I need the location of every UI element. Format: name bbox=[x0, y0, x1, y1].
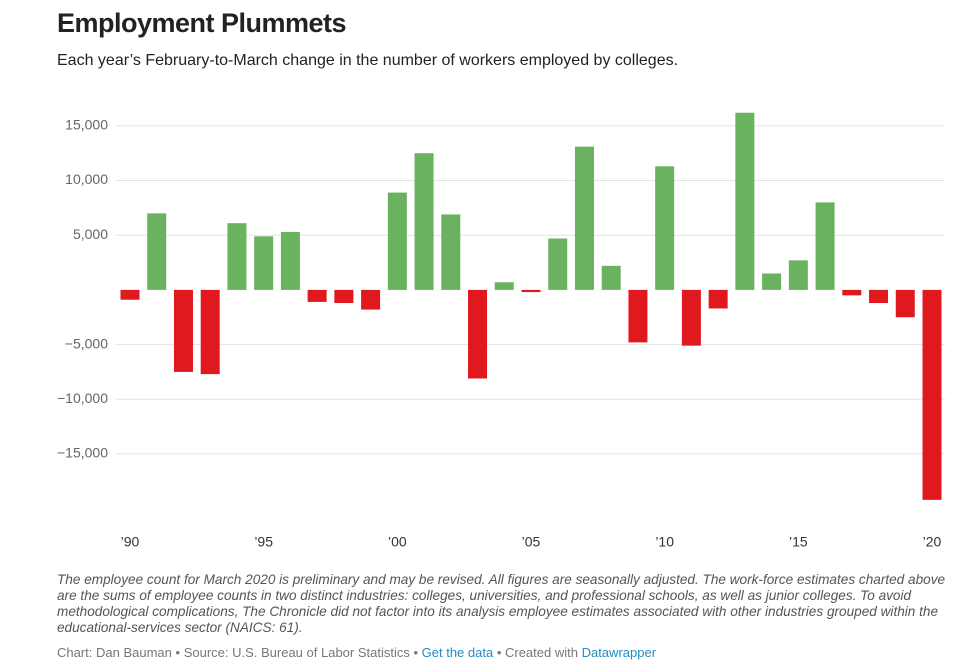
note: The employee count for March 2020 is pre… bbox=[57, 572, 946, 635]
bar bbox=[708, 289, 728, 309]
bar bbox=[147, 213, 167, 290]
credit: Chart: Dan Bauman bbox=[57, 645, 172, 660]
bar bbox=[655, 166, 675, 290]
bar bbox=[574, 146, 594, 290]
y-tick-label: −5,000 bbox=[65, 335, 108, 351]
bar bbox=[494, 282, 514, 290]
bar bbox=[307, 289, 327, 302]
bar bbox=[762, 273, 782, 290]
bar bbox=[280, 231, 300, 290]
x-tick-label: ’95 bbox=[254, 534, 273, 550]
bar bbox=[601, 265, 621, 290]
x-tick-label: ’15 bbox=[789, 534, 808, 550]
bar bbox=[895, 289, 915, 318]
y-tick-label: 10,000 bbox=[65, 171, 108, 187]
bar bbox=[120, 289, 140, 300]
bar bbox=[815, 202, 835, 290]
data-link[interactable]: Get the data bbox=[421, 645, 494, 660]
bar bbox=[200, 289, 220, 375]
bar bbox=[548, 238, 568, 290]
tool-link[interactable]: Datawrapper bbox=[581, 645, 657, 660]
bar bbox=[468, 289, 488, 379]
chart-title: Employment Plummets bbox=[57, 8, 347, 38]
bar bbox=[361, 289, 381, 310]
x-tick-label: ’00 bbox=[388, 534, 407, 550]
bar bbox=[227, 223, 247, 290]
chart-subtitle: Each year’s February-to-March change in … bbox=[57, 52, 679, 69]
bar bbox=[869, 289, 889, 304]
y-tick-label: 15,000 bbox=[65, 117, 108, 133]
bar bbox=[414, 153, 434, 290]
bar bbox=[788, 260, 808, 290]
chart: −15,000 −10,000 −5,000 5,000 10,000 15,000 ’90… bbox=[57, 112, 945, 550]
bar bbox=[628, 289, 648, 343]
bar bbox=[254, 236, 274, 290]
bar bbox=[441, 214, 461, 290]
bar bbox=[681, 289, 701, 346]
x-tick-label: ’10 bbox=[655, 534, 674, 550]
x-tick-label: ’90 bbox=[121, 534, 140, 550]
source: Source: U.S. Bureau of Labor Statistics bbox=[183, 645, 410, 660]
bar bbox=[735, 112, 755, 290]
bar bbox=[521, 289, 541, 293]
y-tick-label: −15,000 bbox=[57, 445, 108, 461]
created-with: Created with bbox=[504, 645, 578, 660]
bar bbox=[387, 192, 407, 290]
y-tick-label: −10,000 bbox=[57, 390, 108, 406]
y-tick-label: 5,000 bbox=[73, 226, 108, 242]
bar bbox=[334, 289, 354, 304]
bar bbox=[922, 289, 942, 500]
x-tick-label: ’05 bbox=[522, 534, 541, 550]
footer: Chart: Dan Bauman • Source: U.S. Bureau … bbox=[57, 645, 657, 660]
x-tick-label: ’20 bbox=[923, 534, 942, 550]
bar bbox=[173, 289, 193, 372]
bar bbox=[842, 289, 862, 296]
